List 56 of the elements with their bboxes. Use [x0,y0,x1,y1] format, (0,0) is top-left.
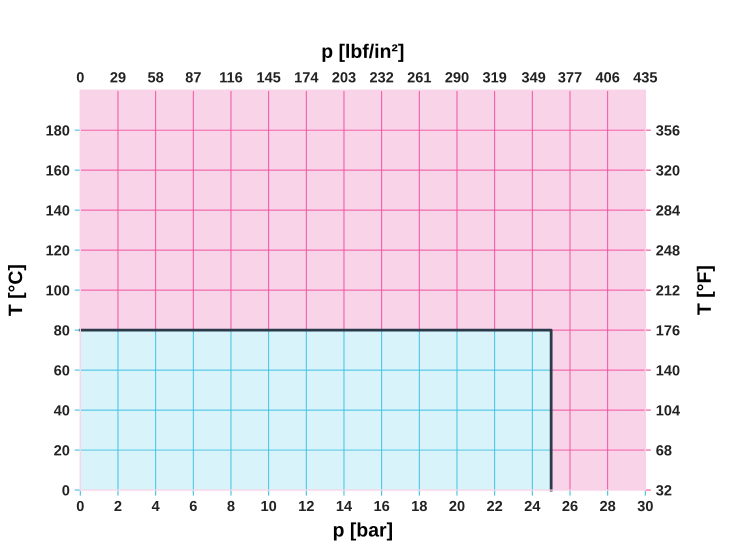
y-axis-title: T [°C] [8,265,26,316]
x2-tick-label: 58 [148,72,164,82]
y-tick-label: 60 [54,365,70,376]
x2-tick-label: 0 [76,72,84,82]
x2-axis-title: p [lbf/in²] [322,44,404,62]
x2-tick-label: 87 [186,72,201,82]
y-tick-label: 140 [46,205,70,216]
x2-tick-label: 435 [633,72,658,82]
x-tick-label: 10 [261,500,276,512]
x2-tick-label: 174 [295,72,318,82]
x-tick-label: 4 [152,501,160,512]
x-tick-label: 6 [190,500,197,512]
x2-tick-label: 261 [408,72,432,82]
x-tick-label: 26 [562,500,578,512]
x-tick-label: 16 [374,500,390,512]
y-tick-label: 0 [62,485,70,496]
x2-tick-label: 29 [110,72,126,82]
x-tick-label: 0 [76,500,84,512]
y2-tick-label: 356 [656,125,680,136]
y-tick-label: 80 [54,325,70,336]
y2-tick-label: 176 [656,325,680,336]
x-tick-label: 18 [412,500,427,512]
x2-tick-label: 116 [220,72,242,82]
x-tick-label: 2 [114,500,122,512]
x-axis-title: p [bar] [334,522,392,541]
x-tick-label: 30 [638,500,653,512]
x-tick-label: 8 [227,500,235,512]
y2-axis-title: T [°F] [696,266,715,315]
y-tick-label: 160 [46,165,70,176]
y2-tick-label: 284 [656,205,680,216]
x2-tick-label: 145 [257,72,280,82]
x2-tick-label: 232 [370,72,394,82]
y2-tick-label: 68 [656,445,672,456]
y2-tick-label: 212 [656,285,680,296]
x-tick-label: 20 [449,500,464,512]
x-tick-label: 24 [524,500,540,512]
x2-tick-label: 319 [482,72,506,82]
x-tick-label: 28 [600,500,616,512]
x2-tick-label: 377 [558,72,582,82]
y-tick-label: 40 [54,405,70,416]
y-tick-label: 100 [46,285,70,296]
y-tick-label: 20 [54,445,70,456]
x2-tick-label: 203 [332,72,356,82]
x-tick-label: 22 [487,500,502,512]
y2-tick-label: 248 [656,245,680,256]
y-tick-label: 120 [46,245,70,256]
x-tick-label: 12 [299,500,314,512]
x2-tick-label: 290 [445,72,469,82]
x2-tick-label: 349 [522,72,546,82]
x2-tick-label: 406 [596,72,620,82]
y-tick-label: 180 [46,125,70,136]
y2-tick-label: 32 [656,485,672,496]
y2-tick-label: 320 [656,165,680,176]
y2-tick-label: 140 [656,365,680,376]
y2-tick-label: 104 [656,405,680,416]
x-tick-label: 14 [336,501,352,512]
